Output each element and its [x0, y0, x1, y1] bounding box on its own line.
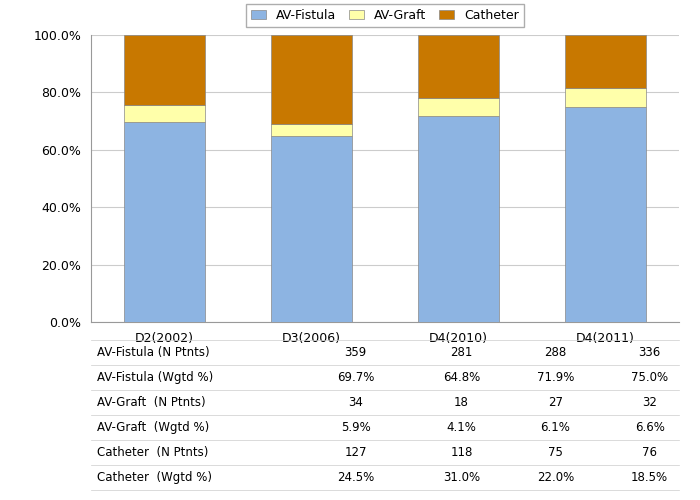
Text: 18.5%: 18.5% — [631, 471, 668, 484]
Text: 69.7%: 69.7% — [337, 370, 374, 384]
Text: 127: 127 — [344, 446, 367, 459]
Text: 6.6%: 6.6% — [635, 421, 664, 434]
Bar — [565, 88, 646, 107]
Bar — [271, 124, 352, 136]
Text: 359: 359 — [344, 346, 367, 358]
Bar — [124, 34, 205, 105]
Text: 24.5%: 24.5% — [337, 471, 374, 484]
Text: 34: 34 — [348, 396, 363, 409]
Bar — [124, 105, 205, 122]
Text: 5.9%: 5.9% — [341, 421, 370, 434]
Text: AV-Fistula (N Ptnts): AV-Fistula (N Ptnts) — [97, 346, 209, 358]
Text: 64.8%: 64.8% — [443, 370, 480, 384]
Text: 281: 281 — [450, 346, 473, 358]
Text: 75.0%: 75.0% — [631, 370, 668, 384]
Text: 22.0%: 22.0% — [537, 471, 574, 484]
Bar — [271, 36, 352, 124]
Text: Catheter  (Wgtd %): Catheter (Wgtd %) — [97, 471, 212, 484]
Text: 27: 27 — [548, 396, 563, 409]
Text: AV-Graft  (N Ptnts): AV-Graft (N Ptnts) — [97, 396, 206, 409]
Text: 18: 18 — [454, 396, 469, 409]
Text: 6.1%: 6.1% — [540, 421, 570, 434]
Text: 336: 336 — [638, 346, 661, 358]
Text: AV-Fistula (Wgtd %): AV-Fistula (Wgtd %) — [97, 370, 213, 384]
Bar — [565, 107, 646, 322]
Bar — [418, 98, 499, 116]
Text: 71.9%: 71.9% — [537, 370, 574, 384]
Text: 32: 32 — [642, 396, 657, 409]
Text: 31.0%: 31.0% — [443, 471, 480, 484]
Text: 76: 76 — [642, 446, 657, 459]
Text: AV-Graft  (Wgtd %): AV-Graft (Wgtd %) — [97, 421, 209, 434]
Legend: AV-Fistula, AV-Graft, Catheter: AV-Fistula, AV-Graft, Catheter — [246, 4, 524, 27]
Text: 4.1%: 4.1% — [447, 421, 477, 434]
Bar — [565, 34, 646, 88]
Bar — [418, 116, 499, 322]
Bar — [418, 35, 499, 98]
Text: 75: 75 — [548, 446, 563, 459]
Bar — [124, 122, 205, 322]
Text: 118: 118 — [450, 446, 473, 459]
Bar — [271, 136, 352, 322]
Text: Catheter  (N Ptnts): Catheter (N Ptnts) — [97, 446, 209, 459]
Text: 288: 288 — [545, 346, 566, 358]
